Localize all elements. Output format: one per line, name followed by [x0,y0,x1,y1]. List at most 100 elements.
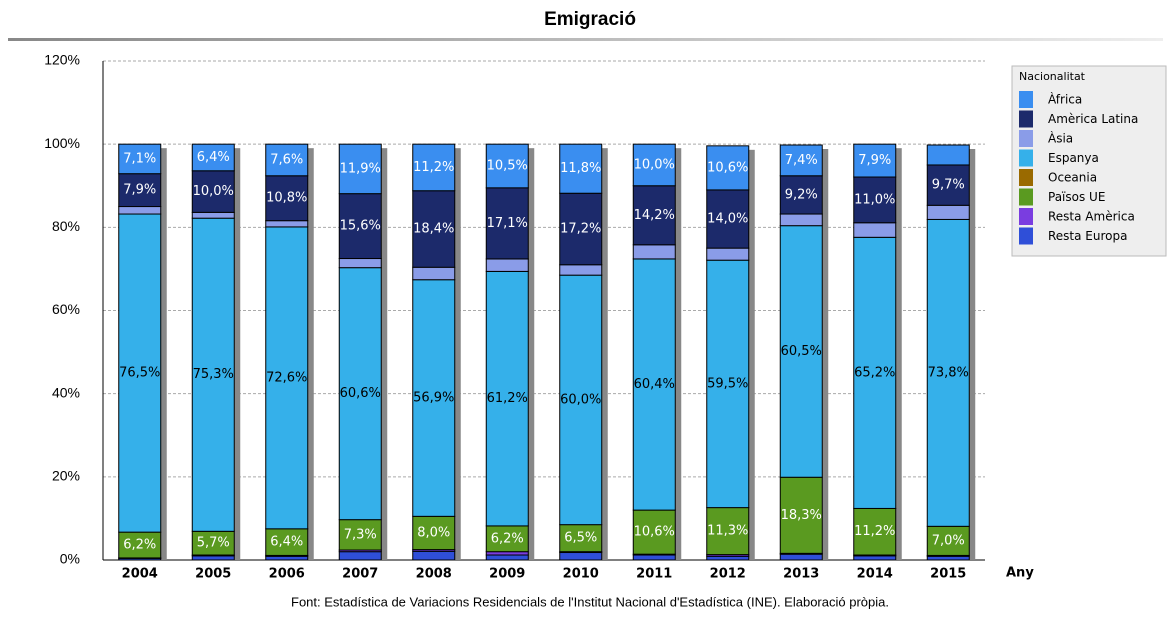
data-label: 10,6% [634,525,675,540]
legend-swatch [1019,169,1033,186]
x-tick-label: 2005 [195,567,231,582]
x-tick-label: 2015 [930,567,966,582]
data-label: 7,3% [344,527,377,542]
bar-segment [926,144,970,166]
legend-label: Oceania [1048,171,1097,185]
data-label: 7,4% [785,153,818,168]
bar-segment [779,213,823,227]
data-label: 10,5% [487,158,528,173]
bar-segment [559,264,603,276]
data-label: 18,3% [781,508,822,523]
data-label: 7,0% [932,533,965,548]
bar-segment [926,204,970,220]
data-label: 11,8% [560,161,601,176]
data-label: 6,4% [270,535,303,550]
data-label: 10,8% [266,191,307,206]
bar-segment [265,220,309,228]
bar-segment [632,509,676,555]
y-tick-label: 0% [60,551,80,567]
bar-segment [265,528,309,556]
bar-segment [265,226,309,530]
data-label: 61,2% [487,391,528,406]
bar-segment [118,531,162,559]
bar-segment [412,515,456,551]
y-tick-label: 20% [52,468,80,484]
legend-swatch [1019,130,1033,147]
data-label: 76,5% [119,366,160,381]
bar-segment [779,175,823,215]
data-label: 9,2% [785,187,818,202]
bar-segment [412,279,456,517]
bar-segment [191,217,235,532]
x-tick-label: 2010 [563,567,599,582]
bar-segment [853,143,897,178]
bar-segment [265,555,309,561]
legend-box [1011,65,1167,257]
x-tick-label: 2014 [857,567,893,582]
data-label: 10,6% [707,160,748,175]
bar-segment [632,244,676,260]
data-label: 7,6% [270,152,303,167]
legend-swatch [1019,188,1033,206]
bar-segment [853,176,897,224]
legend-swatch [1019,110,1033,128]
bar-segment [338,258,382,269]
legend-title: Nacionalitat [1019,70,1086,83]
legend-swatch [1019,227,1033,245]
data-label: 59,5% [707,376,748,391]
data-label: 6,4% [197,150,230,165]
bar-segment [412,190,456,268]
data-label: 7,1% [123,151,156,166]
data-label: 18,4% [413,221,454,236]
data-label: 60,5% [781,344,822,359]
y-tick-label: 80% [52,218,80,234]
bar-segment [485,143,529,189]
data-label: 15,6% [340,219,381,234]
y-tick-label: 100% [44,135,80,151]
bar-segment [485,554,529,561]
bar-segment [706,189,750,249]
bar-segment [338,143,382,195]
bar-segment [485,258,529,272]
bar-segment [118,213,162,533]
bar-segment [632,143,676,187]
bar-segment [191,211,235,219]
data-label: 5,7% [197,536,230,551]
data-label: 56,9% [413,391,454,406]
data-label: 6,2% [491,531,524,546]
y-tick-label: 120% [44,52,80,68]
bar-segment [632,185,676,246]
bar-segment [559,192,603,266]
data-label: 6,2% [123,538,156,553]
data-label: 75,3% [193,367,234,382]
data-label: 73,8% [928,365,969,380]
bar-segment [853,555,897,561]
x-tick-label: 2013 [783,567,819,582]
data-label: 60,6% [340,386,381,401]
legend-label: Països UE [1048,190,1105,204]
y-tick-label: 40% [52,384,80,400]
x-tick-label: 2008 [416,567,452,582]
legend-label: Resta Europa [1048,229,1127,243]
bar-segment [412,143,456,192]
bar-segment [118,173,162,208]
data-label: 11,3% [707,524,748,539]
bar-segment [118,206,162,215]
bar-segment [338,519,382,551]
bar-segment [706,507,750,556]
data-label: 10,0% [193,184,234,199]
bar-segment [926,555,970,561]
data-label: 7,9% [123,183,156,198]
legend-swatch [1019,91,1033,108]
bar-segment [191,555,235,561]
data-label: 11,2% [413,160,454,175]
legend-swatch [1019,208,1033,225]
legend-label: Àfrica [1048,92,1082,107]
legend-swatch [1019,149,1033,167]
legend-label: Àsia [1048,131,1073,146]
data-label: 8,0% [417,525,450,540]
x-tick-label: 2007 [342,567,378,582]
data-label: 17,2% [560,221,601,236]
